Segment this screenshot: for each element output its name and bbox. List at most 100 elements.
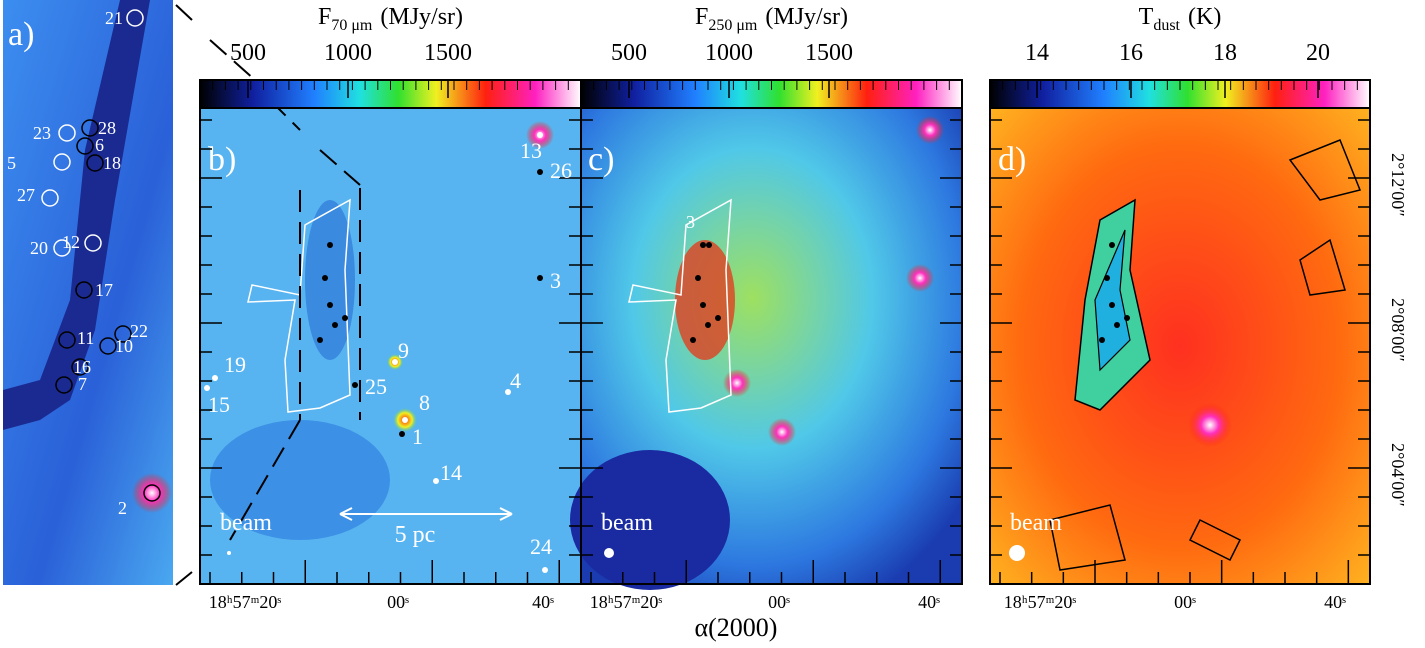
emission-core	[675, 240, 735, 360]
source-marker	[58, 124, 76, 142]
ra-tick-label: 40ˢ	[918, 592, 940, 612]
source-dot	[695, 275, 701, 281]
source-marker	[53, 153, 71, 171]
source-label: 25	[365, 374, 387, 399]
source-dot	[1109, 302, 1115, 308]
dec-tick-label: 2°08′00″	[1388, 298, 1408, 362]
source-label: 16	[73, 357, 91, 377]
contour	[628, 198, 732, 413]
source-marker	[75, 281, 93, 299]
bright-source	[768, 418, 796, 446]
panel-label: c)	[588, 141, 614, 178]
colorbar-title-part: 250 μm	[708, 17, 758, 34]
source-label: 28	[98, 118, 116, 138]
colorbar-title-part: T	[1139, 4, 1154, 30]
dec-tick-label: 2°12′00″	[1388, 153, 1408, 217]
contour	[247, 198, 351, 413]
source-marker	[41, 189, 59, 207]
source-dot	[700, 302, 706, 308]
beam-label: beam	[601, 510, 653, 536]
bright-source	[906, 264, 934, 292]
source-label: 15	[208, 392, 230, 417]
source-marker	[81, 119, 99, 137]
ra-tick-label: 18ʰ57ᵐ20ˢ	[1004, 592, 1077, 612]
contour	[1049, 139, 1362, 571]
source-label: 27	[17, 185, 35, 205]
source-label: 22	[130, 321, 148, 341]
x-axis-title: α(2000)	[695, 613, 778, 642]
source-dot	[1124, 315, 1130, 321]
source-dot	[352, 382, 358, 388]
panel-frame	[580, 107, 963, 585]
source-dot	[505, 389, 511, 395]
beam-marker	[227, 551, 231, 555]
source-marker	[58, 331, 76, 349]
bright-source	[132, 473, 172, 513]
filament	[3, 0, 150, 430]
source-dot	[1099, 337, 1105, 343]
panel-label: a)	[8, 16, 34, 53]
source-dot	[433, 478, 439, 484]
source-dot	[1114, 322, 1120, 328]
panel-label: b)	[208, 141, 236, 178]
source-dot	[700, 242, 706, 248]
source-label: 5	[7, 153, 16, 173]
panel-frame	[989, 107, 1371, 585]
zoom-line	[175, 571, 193, 586]
source-dot	[1109, 242, 1115, 248]
source-dot	[327, 302, 333, 308]
source-label: 14	[440, 460, 462, 485]
colorbar-title-part: F	[695, 4, 708, 30]
source-marker	[86, 154, 104, 172]
zoom-line	[175, 4, 193, 21]
source-marker	[55, 376, 73, 394]
source-dot	[399, 431, 405, 437]
ra-tick-label: 40ˢ	[532, 592, 554, 612]
source-label: 4	[510, 368, 521, 393]
panel-d-image	[990, 108, 1370, 584]
source-label: 17	[95, 280, 113, 300]
ra-tick-label: 18ʰ57ᵐ20ˢ	[590, 592, 663, 612]
source-label: 10	[115, 336, 133, 356]
source-marker	[76, 137, 94, 155]
beam-label: beam	[220, 510, 272, 536]
dark-cloud	[305, 200, 355, 360]
dec-tick-label: 2°04′00″	[1388, 443, 1408, 507]
beam-marker	[604, 548, 614, 558]
colorbar-tick-label: 1500	[424, 40, 472, 66]
source-label: 1	[412, 424, 423, 449]
source-dot	[342, 315, 348, 321]
colorbar-title-part: (MJy/sr)	[380, 4, 463, 30]
source-label: 2	[118, 498, 127, 518]
cold-core	[1094, 229, 1131, 372]
source-label: 19	[224, 352, 246, 377]
source-dot	[322, 275, 328, 281]
source-dot	[537, 169, 543, 175]
beam-label: beam	[1010, 510, 1062, 536]
source-dot	[402, 417, 408, 423]
ra-tick-label: 40ˢ	[1324, 592, 1346, 612]
ra-tick-label: 00ˢ	[768, 592, 790, 612]
beam-marker	[1009, 545, 1025, 561]
dark-cloud	[210, 420, 390, 540]
source-label: 6	[95, 135, 104, 155]
source-label: 21	[105, 8, 123, 28]
colorbar-title: F70 μm (MJy/sr)	[318, 4, 463, 34]
source-dot	[392, 359, 398, 365]
scale-bar-label: 5 pc	[395, 522, 436, 548]
bright-source	[916, 116, 944, 144]
source-marker	[126, 9, 144, 27]
source-dot	[537, 132, 543, 138]
colorbar-title-part: (K)	[1188, 4, 1221, 30]
colorbar-tick-label: 500	[611, 40, 647, 66]
source-marker	[143, 484, 161, 502]
source-marker	[53, 239, 71, 257]
source-dot	[706, 242, 712, 248]
colorbar-title: Tdust (K)	[1139, 4, 1222, 34]
colorbar-tick-label: 1000	[705, 40, 753, 66]
zoom-box	[209, 39, 361, 541]
source-dot	[327, 242, 333, 248]
source-dot	[317, 337, 323, 343]
colorbar-tick-label: 20	[1306, 40, 1330, 66]
